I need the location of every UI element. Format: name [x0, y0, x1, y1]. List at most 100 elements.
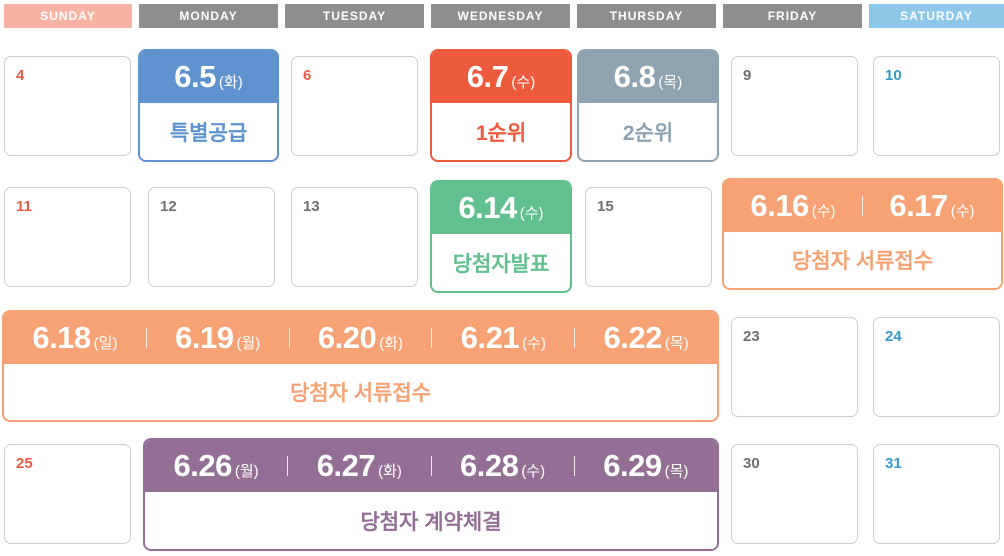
day-cell-12[interactable]: 12	[148, 187, 275, 287]
date-day: 6.18	[32, 320, 91, 355]
day-cell-9[interactable]: 9	[731, 56, 858, 156]
event-date-bar: 6.7 (수)	[432, 51, 570, 103]
event-label: 1순위	[475, 121, 527, 145]
event-label: 특별공급	[169, 121, 248, 145]
day-number: 15	[597, 198, 614, 215]
date-day: 6.20	[317, 320, 377, 355]
header-wednesday: WEDNESDAY	[431, 4, 570, 28]
date-weekday: (수)	[950, 203, 975, 220]
event-label: 당첨자발표	[452, 252, 550, 276]
day-cell-6[interactable]: 6	[291, 56, 418, 156]
day-number: 6	[303, 67, 312, 84]
date-day: 6.27	[316, 448, 376, 483]
day-number: 12	[160, 198, 177, 215]
day-cell-4[interactable]: 4	[4, 56, 131, 156]
event-date: 6.7 (수)	[432, 59, 570, 95]
date-separator	[288, 328, 290, 348]
day-number: 9	[743, 67, 752, 84]
event-document-submission-2[interactable]: 6.18 (일) 6.19 (월) 6.20 (화) 6.21 (수) 6.22…	[2, 310, 719, 422]
event-date: 6.27 (화)	[288, 448, 430, 484]
header-tuesday: TUESDAY	[285, 4, 424, 28]
date-weekday: (수)	[811, 203, 836, 220]
date-day: 6.22	[603, 320, 663, 355]
day-number: 4	[16, 67, 25, 84]
header-friday: FRIDAY	[723, 4, 862, 28]
date-separator	[573, 456, 575, 476]
event-date: 6.18 (일)	[4, 320, 146, 356]
day-cell-15[interactable]: 15	[585, 187, 712, 287]
event-date: 6.16 (수)	[724, 188, 862, 224]
date-separator	[431, 328, 433, 348]
date-separator	[862, 196, 863, 216]
date-day: 6.29	[603, 448, 662, 483]
day-number: 10	[885, 67, 902, 84]
date-weekday: (화)	[379, 335, 404, 352]
event-first-rank[interactable]: 6.7 (수) 1순위	[430, 49, 572, 162]
date-day: 6.8	[613, 59, 656, 94]
event-date: 6.14 (수)	[432, 190, 570, 226]
event-date-bar: 6.26 (월) 6.27 (화) 6.28 (수) 6.29 (목)	[145, 440, 717, 492]
date-weekday: (화)	[378, 463, 402, 480]
date-day: 6.21	[460, 320, 520, 355]
date-weekday: (일)	[93, 335, 118, 352]
day-number: 25	[16, 455, 33, 472]
day-cell-25[interactable]: 25	[4, 444, 131, 544]
date-separator	[430, 456, 432, 476]
date-separator	[574, 328, 576, 348]
day-cell-11[interactable]: 11	[4, 187, 131, 287]
event-date-bar: 6.18 (일) 6.19 (월) 6.20 (화) 6.21 (수) 6.22…	[4, 312, 717, 364]
event-date: 6.21 (수)	[432, 320, 574, 356]
day-number: 30	[743, 455, 760, 472]
event-date-bar: 6.16 (수) 6.17 (수)	[724, 180, 1001, 232]
header-sunday: SUNDAY	[4, 4, 132, 28]
day-cell-13[interactable]: 13	[291, 187, 418, 287]
event-special-supply[interactable]: 6.5 (화) 특별공급	[138, 49, 279, 162]
date-weekday: (목)	[664, 335, 689, 352]
event-winner-announcement[interactable]: 6.14 (수) 당첨자발표	[430, 180, 572, 293]
event-label: 당첨자 서류접수	[791, 250, 934, 273]
date-weekday: (목)	[664, 463, 689, 480]
day-number: 24	[885, 328, 902, 345]
date-day: 6.14	[458, 190, 517, 225]
event-date: 6.28 (수)	[432, 448, 574, 484]
date-weekday: (월)	[236, 335, 261, 352]
date-weekday: (목)	[658, 74, 683, 91]
header-monday: MONDAY	[139, 4, 278, 28]
day-cell-23[interactable]: 23	[731, 317, 858, 417]
event-second-rank[interactable]: 6.8 (목) 2순위	[577, 49, 719, 162]
event-label: 당첨자 계약체결	[360, 510, 502, 534]
event-date: 6.5 (화)	[140, 59, 277, 95]
day-cell-30[interactable]: 30	[731, 444, 858, 544]
event-date-bar: 6.5 (화)	[140, 51, 277, 103]
day-number: 11	[16, 198, 32, 215]
date-weekday: (월)	[234, 463, 259, 480]
header-saturday: SATURDAY	[869, 4, 1004, 28]
event-date: 6.20 (화)	[290, 320, 432, 356]
event-date: 6.19 (월)	[147, 320, 289, 356]
date-separator	[145, 328, 147, 348]
event-date: 6.17 (수)	[863, 188, 1001, 224]
date-weekday: (수)	[519, 205, 544, 222]
day-number: 23	[743, 328, 760, 345]
day-cell-24[interactable]: 24	[873, 317, 1000, 417]
date-separator	[287, 456, 289, 476]
date-day: 6.16	[750, 188, 809, 223]
event-date: 6.22 (목)	[575, 320, 717, 356]
header-thursday: THURSDAY	[577, 4, 716, 28]
date-day: 6.19	[175, 320, 234, 355]
day-cell-31[interactable]: 31	[873, 444, 1000, 544]
day-number: 31	[885, 455, 902, 472]
event-date-bar: 6.8 (목)	[579, 51, 717, 103]
date-weekday: (수)	[521, 463, 546, 480]
event-date: 6.29 (목)	[575, 448, 717, 484]
event-contract[interactable]: 6.26 (월) 6.27 (화) 6.28 (수) 6.29 (목) 당첨자 …	[143, 438, 719, 551]
day-number: 13	[303, 198, 320, 215]
date-day: 6.26	[173, 448, 233, 483]
date-day: 6.17	[889, 188, 948, 223]
date-day: 6.28	[460, 448, 519, 483]
event-date-bar: 6.14 (수)	[432, 182, 570, 234]
day-cell-10[interactable]: 10	[873, 56, 1000, 156]
date-weekday: (수)	[522, 335, 546, 352]
event-label: 2순위	[622, 121, 674, 145]
event-document-submission-1[interactable]: 6.16 (수) 6.17 (수) 당첨자 서류접수	[722, 178, 1003, 290]
